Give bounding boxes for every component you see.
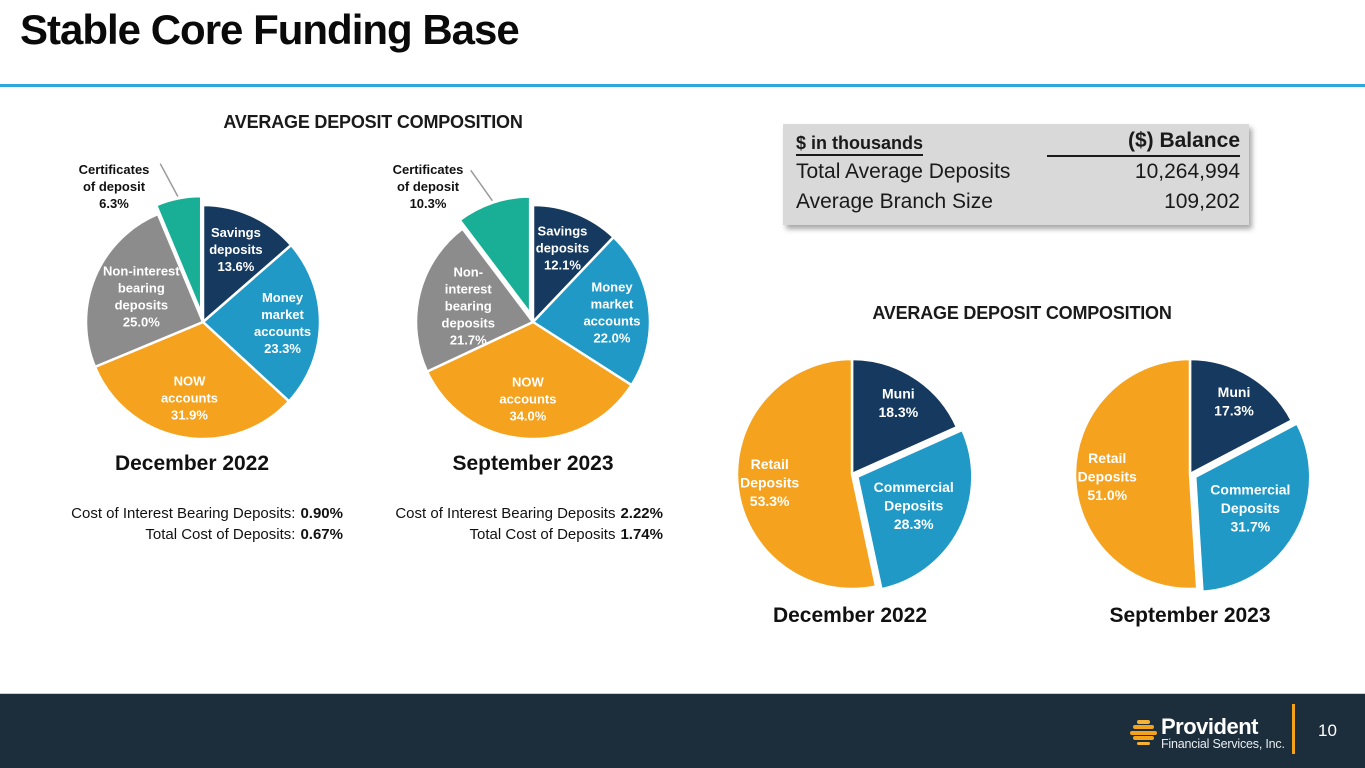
pie-slice-money-market-accounts	[201, 243, 322, 403]
callout-leader-line	[159, 163, 179, 197]
pie-slice-certificates-of-deposit	[154, 194, 203, 315]
pie-slice-retail-deposits	[735, 357, 878, 591]
pie-slice-commercial-deposits	[856, 428, 974, 591]
title-divider	[0, 84, 1365, 87]
table-balance-header: ($) Balance	[1046, 129, 1240, 157]
cost-of-deposits-2023: Cost of Interest Bearing Deposits 2.22% …	[360, 503, 663, 545]
right-section-heading: AVERAGE DEPOSIT COMPOSITION	[872, 303, 1172, 323]
logo-name: Provident	[1161, 714, 1258, 739]
footer-bar	[0, 693, 1365, 768]
pie-slice-label: Retail Deposits 53.3%	[740, 456, 799, 509]
certificates-of-deposit-callout-2023: Certificates of deposit 10.3%	[392, 162, 464, 211]
pie-slice-label: Non-interest bearing deposits 21.7%	[442, 264, 495, 347]
cost-line: Total Cost of Deposits 1.74%	[360, 524, 663, 545]
pie-slice-label: NOW accounts 34.0%	[499, 375, 556, 424]
table-row-label: Average Branch Size	[796, 190, 993, 213]
pie-slice-label: Muni 17.3%	[1214, 384, 1254, 419]
pie-chart-deposit-types-september-2023: Savings deposits 12.1% Money market accounts 2…	[414, 169, 652, 441]
cost-value: 2.22%	[620, 505, 663, 522]
pie-slice-label: Commercial Deposits 31.7%	[1210, 481, 1290, 534]
cost-label: Cost of Interest Bearing Deposits	[395, 505, 616, 522]
pie-slice-now-accounts	[425, 320, 633, 441]
page-title: Stable Core Funding Base	[20, 6, 520, 53]
provident-beehive-icon	[1130, 720, 1157, 746]
pie-slice-savings-deposits	[201, 203, 293, 324]
pie-slice-muni	[1188, 357, 1294, 476]
pie-slice-non-interest-bearing-deposits	[414, 227, 535, 373]
pie-slice-label: Commercial Deposits 28.3%	[874, 479, 954, 532]
cost-of-deposits-2022: Cost of Interest Bearing Deposits: 0.90%…	[40, 503, 343, 545]
page-number: 10	[1318, 721, 1337, 740]
deposit-summary-table: $ in thousands ($) Balance Total Average…	[783, 124, 1249, 225]
pie-slice-label: Money market accounts 23.3%	[254, 290, 311, 356]
pie-title-december-2022-right: December 2022	[772, 604, 928, 627]
pie-slice-label: Non-interest bearing deposits 25.0%	[103, 264, 180, 330]
pie-title-september-2023-right: September 2023	[1109, 604, 1271, 627]
cost-line: Cost of Interest Bearing Deposits: 0.90%	[40, 503, 343, 524]
pie-slice-label: Savings deposits 12.1%	[536, 224, 589, 273]
pie-title-september-2023-left: September 2023	[452, 452, 614, 475]
table-units-header: $ in thousands	[796, 133, 1047, 157]
pie-chart-deposit-segments-september-2023: Muni 17.3% Commercial Deposits 31.7% Retail De…	[1073, 357, 1312, 593]
cost-value: 0.67%	[300, 526, 343, 543]
pie-slice-label: Money market accounts 22.0%	[583, 279, 640, 345]
pie-chart-deposit-segments-december-2022: Muni 18.3% Commercial Deposits 28.3% Retail De…	[735, 357, 974, 591]
pie-slice-non-interest-bearing-deposits	[84, 212, 205, 369]
left-section-heading: AVERAGE DEPOSIT COMPOSITION	[223, 112, 523, 132]
pie-slice-label: NOW accounts 31.9%	[161, 374, 218, 423]
provident-logo: Provident Financial Services, Inc.	[1130, 716, 1285, 751]
pie-slice-money-market-accounts	[531, 235, 652, 387]
table-row-label: Total Average Deposits	[796, 160, 1011, 183]
table-row-value: 109,202	[1164, 190, 1240, 213]
cost-label: Total Cost of Deposits	[469, 526, 616, 543]
cost-value: 0.90%	[300, 505, 343, 522]
pie-slice-muni	[850, 357, 959, 476]
pie-title-december-2022-left: December 2022	[114, 452, 270, 475]
pie-slice-commercial-deposits	[1193, 422, 1312, 593]
pie-slice-label: Savings deposits 13.6%	[209, 225, 262, 274]
pie-slice-label: Muni 18.3%	[878, 385, 918, 420]
pie-slice-retail-deposits	[1073, 357, 1199, 591]
pie-slice-now-accounts	[93, 320, 291, 441]
certificates-of-deposit-callout-2022: Certificates of deposit 6.3%	[78, 162, 150, 211]
cost-label: Total Cost of Deposits:	[145, 526, 296, 543]
table-row-value: 10,264,994	[1134, 160, 1240, 183]
pie-slice-savings-deposits	[531, 203, 615, 324]
cost-value: 1.74%	[620, 526, 663, 543]
cost-line: Total Cost of Deposits: 0.67%	[40, 524, 343, 545]
cost-label: Cost of Interest Bearing Deposits:	[71, 505, 296, 522]
callout-leader-line	[470, 169, 493, 202]
pie-slice-label: Retail Deposits 51.0%	[1078, 450, 1137, 503]
cost-line: Cost of Interest Bearing Deposits 2.22%	[360, 503, 663, 524]
logo-subtitle: Financial Services, Inc.	[1161, 737, 1285, 751]
footer-separator	[1292, 704, 1295, 754]
pie-slice-certificates-of-deposit	[458, 195, 532, 315]
provident-logo-text: Provident Financial Services, Inc.	[1161, 716, 1285, 751]
pie-chart-deposit-types-december-2022: Savings deposits 13.6% Money market accounts 2…	[84, 163, 322, 441]
